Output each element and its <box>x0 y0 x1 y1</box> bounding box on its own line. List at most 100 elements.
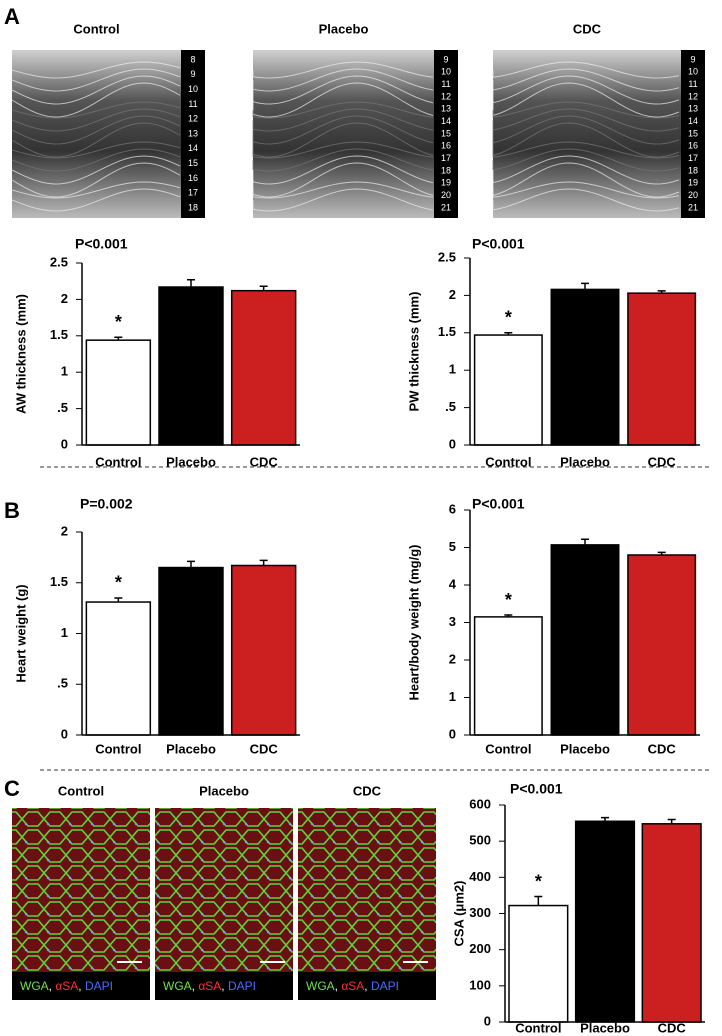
significance-marker: * <box>115 573 122 593</box>
scale-label: 17 <box>441 153 451 163</box>
chart-title: P<0.001 <box>472 496 525 512</box>
caption-strip <box>12 972 150 1000</box>
scale-label: 16 <box>688 141 698 151</box>
x-tick-label: Placebo <box>560 741 610 756</box>
image-title: Placebo <box>199 783 249 798</box>
echo-trace <box>252 115 434 145</box>
echo-trace <box>492 141 680 159</box>
panel-label: C <box>4 776 20 801</box>
scale-label: 21 <box>688 202 698 212</box>
y-tick-label: 6 <box>449 501 456 516</box>
y-tick-label: 1 <box>61 625 68 640</box>
scale-label: 15 <box>688 128 698 138</box>
x-tick-label: Control <box>485 454 531 469</box>
echo-trace <box>492 108 680 132</box>
stain-caption: WGA, αSA, DAPI <box>306 979 399 993</box>
y-tick-label: 100 <box>469 977 491 992</box>
stain-label: αSA <box>341 979 364 993</box>
echo-trace <box>492 181 680 199</box>
scale-label: 11 <box>188 99 197 109</box>
y-tick-label: 2 <box>449 651 456 666</box>
scale-strip <box>681 50 705 218</box>
y-tick-label: 300 <box>469 905 491 920</box>
stain-label: WGA <box>163 979 192 993</box>
echo-trace <box>492 188 680 212</box>
error-bar <box>504 614 513 617</box>
chart-title: P=0.002 <box>80 496 133 512</box>
y-tick-label: 2.5 <box>438 249 456 264</box>
y-tick-label: 500 <box>469 833 491 848</box>
stain-label: DAPI <box>228 979 256 993</box>
echo-trace <box>252 82 434 118</box>
echo-trace <box>492 148 680 172</box>
echo-trace <box>492 162 680 198</box>
x-tick-label: CDC <box>250 741 279 756</box>
stain-label: , <box>221 979 228 993</box>
scale-strip <box>434 50 458 218</box>
bar <box>550 544 620 736</box>
y-tick-label: .5 <box>57 400 68 415</box>
echo-trace <box>252 155 434 185</box>
scale-label: 12 <box>441 91 451 101</box>
scale-label: 9 <box>443 54 448 64</box>
echo-trace <box>252 162 434 198</box>
scale-label: 11 <box>441 79 450 89</box>
echo-trace <box>252 181 434 199</box>
scale-label: 13 <box>688 104 698 114</box>
y-tick-label: 1 <box>61 364 68 379</box>
scale-label: 17 <box>688 153 698 163</box>
scale-label: 20 <box>688 190 698 200</box>
error-bar <box>581 538 589 545</box>
y-tick-label: .5 <box>445 399 456 414</box>
image-title: CDC <box>573 21 602 36</box>
x-tick-label: Placebo <box>166 741 216 756</box>
bar <box>158 286 224 446</box>
echo-trace <box>11 108 181 132</box>
x-tick-label: CDC <box>648 454 677 469</box>
echo-trace <box>492 101 680 119</box>
scale-label: 16 <box>188 173 198 183</box>
echo-trace <box>11 75 181 105</box>
echo-trace <box>11 61 181 79</box>
echo-trace <box>252 148 434 172</box>
y-tick-label: 0 <box>449 726 456 741</box>
scale-label: 12 <box>688 91 698 101</box>
echo-trace <box>11 68 181 92</box>
stain-label: , <box>364 979 371 993</box>
scale-label: 13 <box>188 128 198 138</box>
scale-label: 21 <box>441 202 451 212</box>
y-tick-label: 0 <box>449 436 456 451</box>
chart-title: P<0.001 <box>472 236 525 252</box>
echo-trace <box>11 155 181 185</box>
echo-trace <box>252 75 434 105</box>
scale-label: 20 <box>441 190 451 200</box>
scale-label: 13 <box>441 104 451 114</box>
echo-trace <box>11 141 181 159</box>
x-tick-label: Placebo <box>166 454 216 469</box>
echo-trace <box>11 162 181 198</box>
bar <box>627 554 697 736</box>
echo-trace <box>252 141 434 159</box>
error-bar <box>534 895 543 906</box>
echo-trace <box>492 115 680 145</box>
error-bar <box>187 278 195 288</box>
x-tick-label: CDC <box>658 1020 687 1035</box>
y-tick-label: 200 <box>469 941 491 956</box>
echo-trace <box>492 82 680 118</box>
y-tick-label: 0 <box>61 726 68 741</box>
error-bar <box>259 285 268 291</box>
significance-marker: * <box>535 871 542 891</box>
x-tick-label: Control <box>95 741 141 756</box>
scale-label: 14 <box>441 116 451 126</box>
micrograph <box>298 808 436 972</box>
scale-label: 11 <box>688 79 697 89</box>
stain-label: , <box>49 979 56 993</box>
y-tick-label: 5 <box>449 539 456 554</box>
echo-trace <box>11 122 181 158</box>
scale-label: 15 <box>188 158 198 168</box>
scale-label: 9 <box>690 54 695 64</box>
y-tick-label: 1 <box>449 362 456 377</box>
chart-title: P<0.001 <box>510 781 563 797</box>
y-tick-label: 1.5 <box>438 324 456 339</box>
